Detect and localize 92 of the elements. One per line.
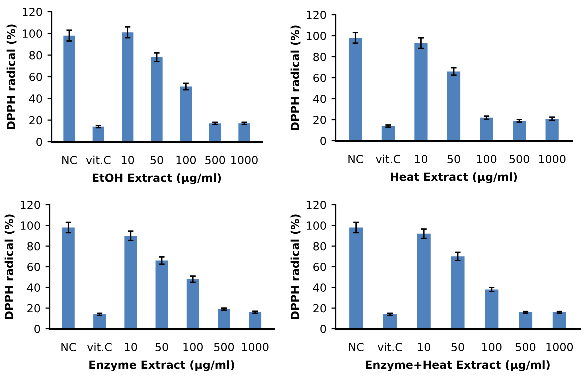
x-tick-label: 1000 [232,156,258,164]
x-tick-label: 500 [510,155,530,164]
y-tick-label: 80 [314,242,326,251]
bar [122,32,134,142]
y-tick-label: 0 [36,138,42,146]
x-axis-title: Heat Extract (μg/ml) [390,172,518,184]
y-tick-label: 20 [314,304,326,313]
x-tick-label: 100 [482,343,502,352]
x-tick-label: 50 [452,343,464,352]
y-tick-label: 40 [313,284,326,292]
y-tick-label: 20 [30,116,42,125]
x-tick-label: NC [62,156,77,164]
x-axis-title: EtOH Extract (μg/ml) [92,174,222,184]
x-tick-label: NC [349,343,364,352]
y-axis-title: DPPH radical (%) [290,26,301,130]
x-tick-label: 500 [214,343,234,352]
x-tick-label: 100 [184,343,203,352]
y-tick-label: 100 [20,222,40,230]
bar [480,118,494,141]
bar [546,118,559,141]
bar [94,314,106,329]
y-axis-title: DPPH radical (%) [6,24,17,130]
y-tick-label: 0 [320,136,326,146]
y-tick-label: 40 [29,94,42,104]
y-tick-label: 60 [28,262,40,272]
x-axis-title: Enzyme Extract (μg/ml) [90,360,234,372]
x-tick-label: 1000 [546,343,574,352]
y-tick-label: 0 [320,324,326,334]
y-tick-label: 80 [30,51,42,60]
bar [519,312,533,329]
x-tick-label: 100 [477,155,497,164]
y-tick-label: 60 [314,262,326,272]
x-tick-label: 100 [176,156,196,164]
bar [156,260,168,329]
bar [186,279,200,329]
x-tick-label: vit.C [378,342,402,352]
x-tick-label: vit.C [86,156,111,164]
bar [414,43,428,141]
x-axis-title: Enzyme+Heat Extract (μg/ml) [366,360,550,372]
y-tick-label: 40 [313,94,326,104]
bar [62,228,75,329]
x-tick-label: 10 [415,155,428,164]
y-tick-label: 60 [314,74,326,82]
x-tick-label: 500 [206,156,226,164]
y-tick-label: 120 [20,200,40,210]
x-tick-label: NC [348,155,364,164]
bar [151,58,163,142]
bar [349,38,362,141]
y-tick-label: 100 [306,32,326,40]
bar [64,36,76,142]
y-tick-label: 120 [306,200,326,210]
bar [383,314,397,329]
y-axis-title: DPPH radical (%) [290,214,301,320]
bar [350,228,364,329]
bar [447,72,461,141]
x-tick-label: 50 [156,343,168,352]
bar [180,86,192,142]
y-tick-label: 60 [30,72,42,82]
x-tick-label: 10 [125,343,138,352]
bar [485,290,499,329]
y-tick-label: 20 [28,304,40,313]
y-axis-title: DPPH radical (%) [4,214,15,320]
x-tick-label: 50 [150,156,164,164]
bar [249,312,262,329]
y-tick-label: 100 [306,222,326,230]
bar [238,124,250,142]
y-tick-label: 80 [28,242,40,251]
x-tick-label: 1000 [539,155,566,164]
y-tick-label: 120 [22,8,42,16]
y-tick-label: 0 [34,324,40,334]
bar [382,126,395,141]
x-tick-label: 10 [418,343,430,352]
bar [552,312,566,329]
x-tick-label: vit.C [376,154,400,164]
y-tick-label: 80 [314,52,326,62]
bar [218,309,230,329]
bar [513,121,526,141]
bar [210,124,222,142]
x-tick-label: 500 [516,343,536,352]
x-tick-label: 10 [122,156,134,164]
x-tick-label: 1000 [242,343,269,352]
x-tick-label: NC [62,343,76,352]
y-tick-label: 100 [22,30,42,38]
y-tick-label: 40 [27,284,40,292]
y-tick-label: 120 [306,10,326,20]
bar [417,234,431,329]
y-tick-label: 20 [314,116,326,124]
x-tick-label: 50 [448,155,460,164]
bar [451,256,465,329]
x-tick-label: vit.C [87,342,112,352]
bar [124,236,138,329]
bar [92,126,104,142]
